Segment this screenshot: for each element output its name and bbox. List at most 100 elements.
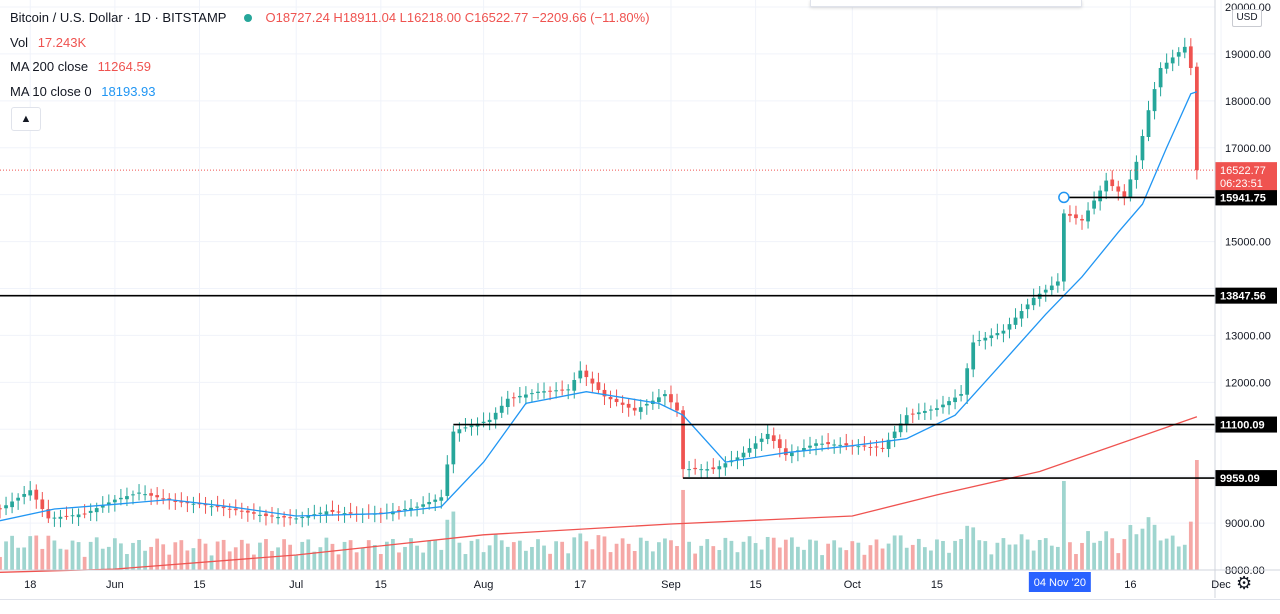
ma10-line [0, 91, 1198, 522]
hline-label-box [1215, 416, 1277, 433]
volume-bar [1176, 546, 1181, 570]
candle [832, 444, 837, 446]
volume-bar [415, 545, 419, 570]
candle [233, 508, 238, 511]
volume-bar [16, 547, 21, 570]
volume-bar [953, 540, 957, 570]
volume-bar [300, 541, 305, 570]
candle [844, 443, 849, 446]
symbol-title[interactable]: Bitcoin / U.S. Dollar · 1D · BITSTAMP [10, 10, 227, 25]
candle [681, 410, 685, 470]
volume-bar [959, 539, 963, 570]
volume-bar [306, 539, 311, 570]
candles [0, 37, 1199, 528]
volume-bar [1025, 539, 1030, 570]
candle [1049, 285, 1054, 291]
volume-bar [1170, 535, 1175, 570]
bottom-toolbar [0, 599, 1280, 614]
x-tick-label: Aug [474, 579, 494, 591]
chevron-up-icon: ▲ [20, 113, 32, 125]
candle [1080, 218, 1084, 221]
y-tick-label: 13000.00 [1225, 330, 1271, 342]
vol-row[interactable]: Vol 17.243K [10, 31, 650, 56]
candle [215, 505, 220, 508]
volume-bar [64, 549, 69, 570]
x-tick-label: 15 [931, 579, 943, 591]
volume-bar [796, 546, 800, 570]
candle [415, 506, 419, 508]
volume-bar [348, 540, 353, 570]
candle [324, 511, 329, 515]
time-axis[interactable]: 18 Jun 15 Jul 15 Aug 17 Sep 15 Oct 15 16 Dec 04 Nov '… [0, 569, 1280, 592]
candle [626, 403, 631, 408]
candle [590, 378, 595, 384]
candle [602, 389, 607, 397]
volume-bar [409, 538, 413, 570]
y-tick-label: 18000.00 [1225, 96, 1271, 108]
volume-bar [215, 541, 220, 570]
candle [52, 517, 57, 519]
volume-bar [378, 554, 383, 570]
candle [112, 499, 117, 503]
volume-bar [131, 542, 135, 570]
volume-bar [1031, 550, 1036, 570]
horizontal-lines[interactable] [0, 191, 1215, 479]
collapse-legend-button[interactable]: ▲ [11, 107, 41, 131]
volume-bar [644, 540, 649, 570]
volume-bar [650, 551, 655, 570]
volume-bar [143, 550, 147, 570]
gear-icon[interactable]: ⚙ [1236, 573, 1253, 593]
candle [741, 452, 746, 458]
volume-bar [814, 540, 818, 570]
candle [300, 516, 305, 519]
ma200-row[interactable]: MA 200 close 11264.59 [10, 55, 650, 80]
candle [530, 393, 534, 395]
x-tick-label: 15 [749, 579, 761, 591]
currency-badge[interactable]: USD [1232, 9, 1262, 27]
candle [620, 402, 625, 405]
candle [892, 431, 897, 439]
x-tick-label: 16 [1124, 579, 1136, 591]
candle [403, 509, 407, 511]
last-price-box [1215, 162, 1277, 191]
volume-bar [1049, 545, 1054, 570]
vol-value: 17.243K [37, 34, 87, 50]
candle [451, 431, 456, 465]
candle [288, 517, 293, 519]
volume-bar [487, 545, 492, 570]
volume-bar [729, 540, 734, 570]
volume-bar [1134, 534, 1139, 570]
candle [941, 404, 945, 408]
volume-bar [524, 550, 528, 570]
volume-bar [185, 550, 190, 570]
candle [185, 502, 190, 504]
volume-bar [324, 537, 329, 570]
volume-bar [517, 540, 522, 570]
price-axis[interactable]: 15941.75 13847.56 11100.09 9959.09 16522.770… [1214, 0, 1277, 598]
candle [330, 509, 335, 512]
candle [312, 514, 317, 516]
candle [596, 382, 601, 390]
candle [34, 489, 39, 500]
candle [608, 396, 613, 400]
volume-bar [433, 539, 438, 570]
candle [252, 512, 256, 514]
volume-bar [941, 541, 945, 570]
candle [977, 340, 982, 342]
hline-label: 15941.75 [1220, 192, 1266, 204]
candle [1013, 317, 1018, 325]
volume-bar [397, 552, 401, 570]
candle [1019, 311, 1024, 319]
candle [1182, 46, 1187, 53]
ma10-row[interactable]: MA 10 close 0 18193.93 [10, 80, 650, 105]
y-tick-label: 15000.00 [1225, 237, 1271, 249]
line-anchor-handle [1058, 191, 1070, 204]
volume-bar [632, 550, 637, 570]
ma200-series [0, 416, 1198, 573]
symbol-row[interactable]: Bitcoin / U.S. Dollar · 1D · BITSTAMP O1… [10, 6, 650, 31]
volume-bar [723, 537, 728, 570]
volume-bar [22, 547, 27, 570]
volume-bar [76, 542, 81, 570]
volume-bar [70, 540, 75, 570]
